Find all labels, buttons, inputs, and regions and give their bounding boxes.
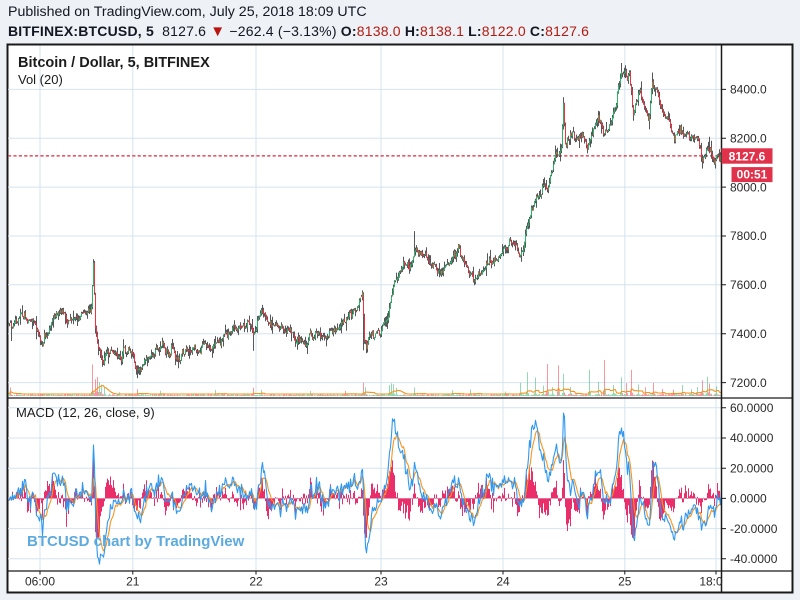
svg-text:7400.0: 7400.0: [730, 327, 767, 341]
svg-text:-20.0000: -20.0000: [730, 522, 778, 536]
svg-text:20.0000: 20.0000: [730, 461, 774, 475]
svg-text:Vol (20): Vol (20): [18, 72, 63, 87]
svg-text:BITFINEX:BTCUSD, 5 8127.6 ▼ −: BITFINEX:BTCUSD, 5 8127.6 ▼ −262.4 (−3.1…: [8, 23, 589, 40]
svg-text:BTCUSD chart by TradingView: BTCUSD chart by TradingView: [27, 533, 245, 550]
svg-text:23: 23: [374, 575, 388, 589]
svg-text:18:0: 18:0: [699, 575, 723, 589]
svg-text:40.0000: 40.0000: [730, 431, 774, 445]
svg-text:06:00: 06:00: [25, 575, 55, 589]
svg-text:MACD (12, 26, close, 9): MACD (12, 26, close, 9): [16, 405, 155, 420]
svg-text:24: 24: [496, 575, 510, 589]
svg-text:22: 22: [249, 575, 263, 589]
svg-text:-40.0000: -40.0000: [730, 552, 778, 566]
svg-text:00:51: 00:51: [737, 168, 768, 182]
svg-text:60.0000: 60.0000: [730, 401, 774, 415]
svg-text:25: 25: [618, 575, 632, 589]
svg-text:0.0000: 0.0000: [730, 492, 767, 506]
svg-text:7200.0: 7200.0: [730, 376, 767, 390]
svg-text:Bitcoin / Dollar, 5, BITFINEX: Bitcoin / Dollar, 5, BITFINEX: [18, 55, 210, 71]
svg-text:7600.0: 7600.0: [730, 278, 767, 292]
svg-text:7800.0: 7800.0: [730, 229, 767, 243]
svg-text:Published on TradingView.com,: Published on TradingView.com, July 25, 2…: [8, 4, 367, 20]
svg-text:8200.0: 8200.0: [730, 132, 767, 146]
svg-text:8400.0: 8400.0: [730, 83, 767, 97]
svg-text:21: 21: [126, 575, 140, 589]
svg-text:8127.6: 8127.6: [729, 149, 766, 163]
svg-text:8000.0: 8000.0: [730, 180, 767, 194]
